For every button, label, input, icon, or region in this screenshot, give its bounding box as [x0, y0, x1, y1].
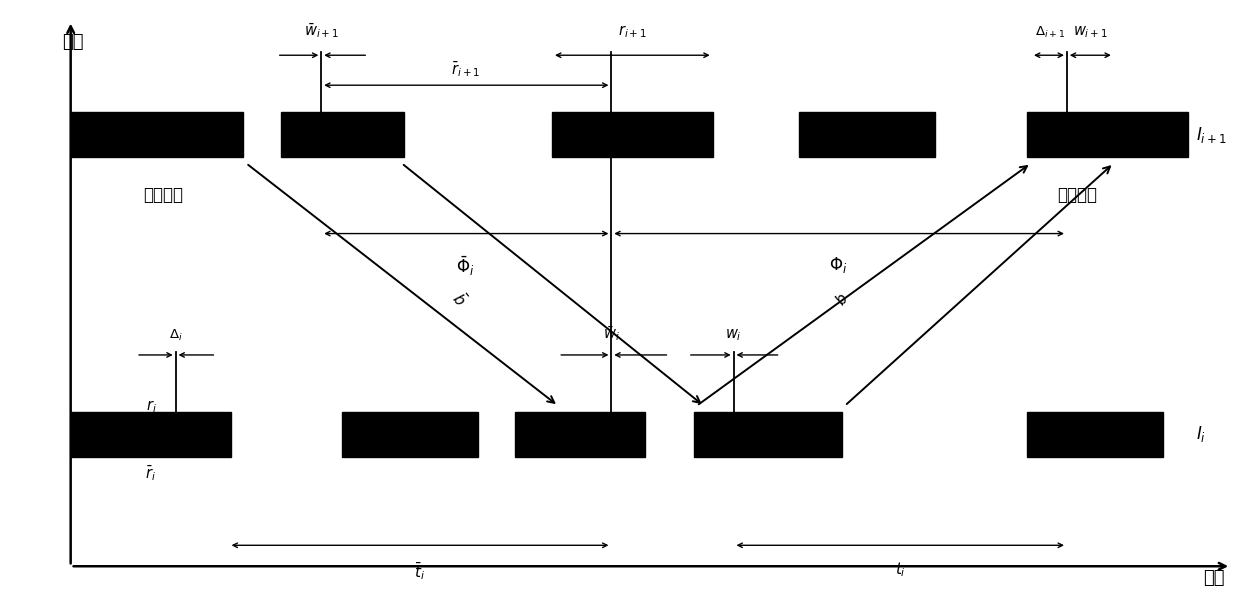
Text: $\bar{b}$: $\bar{b}$	[449, 289, 470, 310]
Bar	[71, 412, 231, 457]
Text: $r_{i+1}$: $r_{i+1}$	[618, 24, 647, 41]
Bar	[71, 112, 243, 157]
Text: $r_i$: $r_i$	[145, 398, 156, 414]
Bar	[280, 112, 404, 157]
Text: $\bar{r}_i$: $\bar{r}_i$	[145, 463, 156, 483]
Text: 时间: 时间	[1203, 569, 1225, 587]
Text: $\bar{r}_{i+1}$: $\bar{r}_{i+1}$	[451, 59, 480, 79]
Text: $I_i$: $I_i$	[1197, 424, 1207, 445]
Text: $\bar{w}_i$: $\bar{w}_i$	[603, 324, 620, 343]
Bar	[694, 412, 842, 457]
Text: $\bar{t}_i$: $\bar{t}_i$	[414, 560, 425, 582]
Text: 距离: 距离	[62, 33, 83, 51]
Bar	[515, 412, 645, 457]
Text: $b$: $b$	[832, 290, 852, 309]
Text: $\bar{w}_{i+1}$: $\bar{w}_{i+1}$	[304, 22, 339, 41]
Bar	[1028, 112, 1188, 157]
Bar	[342, 412, 479, 457]
Text: $\Delta_i$: $\Delta_i$	[169, 328, 182, 343]
Text: $w_i$: $w_i$	[725, 327, 742, 343]
Bar	[1028, 412, 1163, 457]
Bar	[552, 112, 713, 157]
Text: $\Phi_i$: $\Phi_i$	[830, 255, 848, 275]
Text: $w_{i+1}$: $w_{i+1}$	[1073, 25, 1107, 41]
Text: $t_i$: $t_i$	[895, 560, 905, 579]
Text: $\bar{\Phi}_i$: $\bar{\Phi}_i$	[456, 255, 475, 278]
Text: 上行方向: 上行方向	[1056, 186, 1096, 204]
Text: 下行方向: 下行方向	[144, 186, 184, 204]
Text: $I_{i+1}$: $I_{i+1}$	[1197, 125, 1228, 145]
Text: $\Delta_{i+1}$: $\Delta_{i+1}$	[1034, 25, 1065, 41]
Bar	[799, 112, 935, 157]
